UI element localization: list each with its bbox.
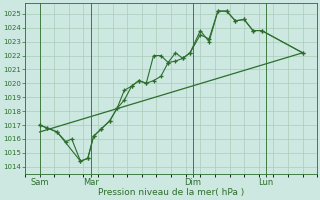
X-axis label: Pression niveau de la mer( hPa ): Pression niveau de la mer( hPa ) — [98, 188, 244, 197]
